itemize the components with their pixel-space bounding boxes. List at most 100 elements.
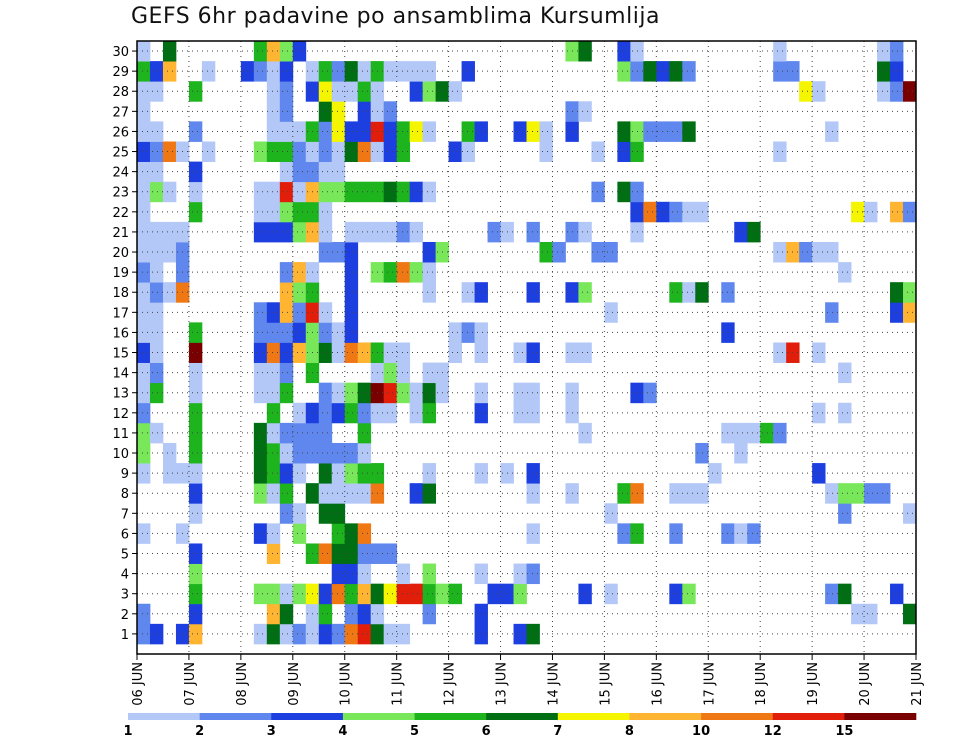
heatmap-cell (409, 121, 424, 142)
heatmap-cell (318, 201, 333, 223)
heatmap-cell (137, 121, 151, 142)
heatmap-cell (344, 563, 359, 585)
heatmap-cell (318, 61, 333, 82)
heatmap-cell (682, 483, 696, 504)
heatmap-cell (656, 61, 670, 82)
heatmap-cell (409, 262, 424, 283)
heatmap-cell (149, 262, 164, 283)
heatmap-cell (292, 342, 307, 363)
heatmap-cell (877, 81, 891, 102)
heatmap-cell (344, 221, 359, 243)
heatmap-cell (474, 623, 488, 645)
heatmap-cell (137, 623, 151, 645)
colorbar-swatch (486, 713, 559, 720)
heatmap-cell (513, 583, 527, 605)
heatmap-cell (344, 241, 359, 263)
heatmap-cell (279, 262, 294, 283)
heatmap-cell (292, 141, 307, 162)
heatmap-cell (357, 61, 372, 82)
heatmap-cell (137, 362, 151, 384)
heatmap-cell (643, 382, 657, 404)
heatmap-cell (188, 463, 203, 484)
y-tick-label: 21 (112, 226, 129, 241)
heatmap-cell (318, 322, 333, 343)
heatmap-cell (188, 422, 203, 444)
heatmap-cell (331, 241, 346, 263)
x-tick-label: 16 JUN (650, 662, 665, 706)
heatmap-cell (734, 442, 748, 464)
heatmap-cell (331, 483, 346, 504)
heatmap-cell (357, 402, 372, 424)
heatmap-cell (266, 322, 281, 343)
heatmap-cell (474, 282, 488, 303)
x-tick-label: 12 JUN (443, 662, 458, 706)
y-tick-label: 4 (121, 568, 129, 583)
heatmap-cell (591, 181, 605, 203)
heatmap-cell (461, 121, 475, 142)
heatmap-cell (461, 61, 475, 82)
x-tick-label: 07 JUN (183, 662, 198, 706)
heatmap-cell (903, 201, 917, 223)
x-tick-label: 14 JUN (546, 662, 561, 706)
heatmap-cell (162, 221, 177, 243)
heatmap-cell (604, 503, 618, 524)
heatmap-cell (409, 402, 424, 424)
heatmap-cell (474, 121, 488, 142)
heatmap-cell (137, 41, 151, 62)
y-tick-label: 30 (112, 45, 129, 60)
x-tick-label: 21 JUN (910, 662, 925, 706)
heatmap-cell (279, 81, 294, 102)
y-tick-label: 12 (112, 407, 129, 422)
heatmap-cell (578, 282, 592, 303)
heatmap-cell (188, 121, 203, 142)
heatmap-cell (266, 141, 281, 162)
heatmap-cell (162, 61, 177, 82)
heatmap-cell (279, 623, 294, 645)
heatmap-cell (137, 442, 151, 464)
heatmap-cell (253, 201, 268, 223)
heatmap-cell (513, 623, 527, 645)
colorbar-swatch (629, 713, 702, 720)
heatmap-cell (331, 442, 346, 464)
heatmap-cell (526, 121, 540, 142)
heatmap-cell (422, 61, 437, 82)
y-tick-label: 16 (112, 326, 129, 341)
heatmap-cell (137, 81, 151, 102)
y-tick-label: 23 (112, 186, 129, 201)
heatmap-cell (331, 563, 346, 585)
heatmap-cell (162, 442, 177, 464)
heatmap-cell (149, 342, 164, 363)
heatmap-cell (617, 61, 631, 82)
heatmap-cell (474, 382, 488, 404)
heatmap-cell (188, 583, 203, 605)
heatmap-cell (682, 121, 696, 142)
heatmap-cell (344, 282, 359, 303)
heatmap-cell (422, 81, 437, 102)
y-tick-label: 10 (112, 447, 129, 462)
heatmap-cell (331, 181, 346, 203)
heatmap-cell (864, 603, 878, 625)
x-tick-label: 10 JUN (339, 662, 354, 706)
heatmap-cell (344, 121, 359, 142)
heatmap-cell (812, 241, 826, 263)
plot-frame (136, 40, 917, 655)
heatmap-cell (344, 402, 359, 424)
heatmap-cell (357, 463, 372, 484)
heatmap-cell (578, 221, 592, 243)
y-tick-label: 18 (112, 286, 129, 301)
heatmap-cell (344, 342, 359, 363)
heatmap-cell (253, 442, 268, 464)
heatmap-cell (396, 262, 411, 283)
heatmap-cell (188, 623, 203, 645)
heatmap-cell (266, 302, 281, 323)
heatmap-cell (526, 563, 540, 585)
heatmap-cell (266, 523, 281, 544)
colorbar-label: 5 (410, 724, 419, 739)
colorbar-label: 2 (195, 724, 204, 739)
heatmap-cell (253, 221, 268, 243)
colorbar-swatch (557, 713, 630, 720)
heatmap-cell (695, 442, 709, 464)
heatmap-cell (266, 442, 281, 464)
heatmap-cell (331, 342, 346, 363)
heatmap-cell (344, 322, 359, 343)
